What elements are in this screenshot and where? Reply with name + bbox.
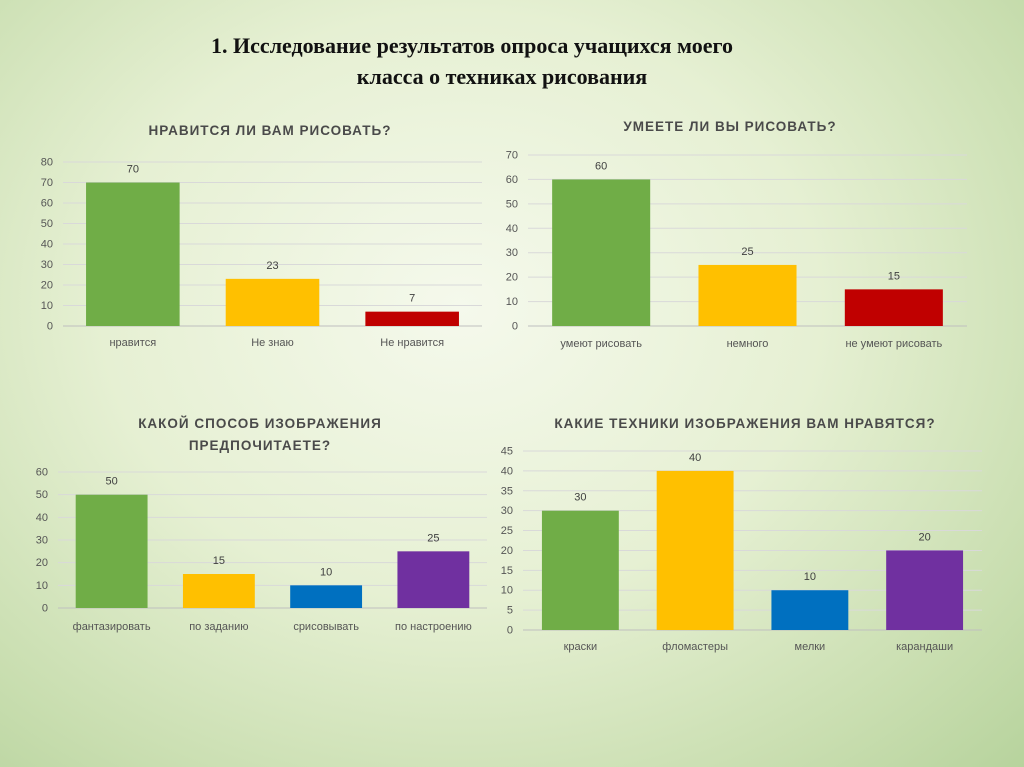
data-label: 25: [427, 532, 439, 544]
y-tick-label: 10: [506, 296, 518, 308]
bar: [397, 551, 470, 608]
category-label: немного: [727, 338, 769, 350]
bar: [552, 179, 651, 326]
category-label: фломастеры: [662, 641, 728, 653]
y-tick-label: 30: [501, 505, 513, 517]
bar: [541, 510, 619, 630]
y-tick-label: 10: [36, 580, 48, 592]
y-tick-label: 40: [36, 512, 48, 524]
y-tick-label: 25: [501, 525, 513, 537]
y-tick-label: 60: [36, 467, 48, 479]
y-tick-label: 50: [36, 489, 48, 501]
bar: [771, 590, 849, 630]
data-label: 50: [106, 476, 118, 488]
bar: [656, 470, 734, 630]
y-tick-label: 70: [41, 177, 53, 189]
y-tick-label: 5: [507, 605, 513, 617]
category-label: по настроению: [395, 621, 472, 633]
y-tick-label: 35: [501, 485, 513, 497]
category-label: не умеют рисовать: [845, 338, 942, 350]
y-tick-label: 60: [41, 198, 53, 210]
chart3-title-line2: ПРЕДПОЧИТАЕТЕ?: [188, 438, 332, 453]
chart3-title-line1: КАКОЙ СПОСОБ ИЗОБРАЖЕНИЯ: [138, 416, 382, 431]
y-tick-label: 50: [506, 198, 518, 210]
bar: [86, 182, 180, 326]
chart2-title: УМЕЕТЕ ЛИ ВЫ РИСОВАТЬ?: [623, 119, 837, 134]
bar: [75, 494, 148, 608]
category-label: карандаши: [896, 641, 953, 653]
y-tick-label: 10: [501, 585, 513, 597]
bar: [844, 289, 943, 326]
y-tick-label: 40: [501, 465, 513, 477]
page-title-line2: класса о техниках рисования: [356, 64, 648, 89]
y-tick-label: 20: [41, 280, 53, 292]
y-tick-label: 20: [501, 545, 513, 557]
bar: [886, 550, 964, 630]
chart-preferred-method: 0 10 20 30 40 50 60 50 фантазировать 15 по заданию…: [36, 467, 487, 633]
category-label: краски: [564, 641, 598, 653]
bar: [365, 311, 459, 326]
data-label: 20: [919, 531, 931, 543]
category-label: срисовывать: [293, 621, 359, 633]
y-tick-label: 30: [41, 259, 53, 271]
y-tick-label: 15: [501, 565, 513, 577]
y-tick-label: 0: [42, 603, 48, 615]
category-label: мелки: [795, 641, 826, 653]
category-label: по заданию: [189, 621, 248, 633]
y-tick-label: 50: [41, 218, 53, 230]
bar: [182, 574, 255, 608]
category-label: Не нравится: [380, 337, 444, 349]
chart-likes-drawing: 0 10 20 30 40 50 60 70 80 70 нравится 23 Не знаю 7 Не …: [41, 157, 482, 349]
chart-can-draw: 0 10 20 30 40 50 60 70 60 умеют рисовать 25 немного…: [506, 150, 967, 350]
data-label: 15: [213, 555, 225, 567]
data-label: 7: [409, 293, 415, 305]
chart4-title: КАКИЕ ТЕХНИКИ ИЗОБРАЖЕНИЯ ВАМ НРАВЯТСЯ?: [554, 416, 936, 431]
chart1-title: НРАВИТСЯ ЛИ ВАМ РИСОВАТЬ?: [148, 123, 392, 138]
y-tick-label: 0: [512, 321, 518, 333]
y-tick-label: 10: [41, 300, 53, 312]
y-tick-label: 40: [41, 239, 53, 251]
y-tick-label: 45: [501, 446, 513, 458]
data-label: 30: [574, 492, 586, 504]
data-label: 15: [888, 270, 900, 282]
y-tick-label: 20: [36, 557, 48, 569]
category-label: фантазировать: [73, 621, 151, 633]
bar: [698, 264, 797, 326]
data-label: 10: [320, 566, 332, 578]
data-label: 25: [741, 246, 753, 258]
category-label: нравится: [109, 337, 156, 349]
y-tick-label: 40: [506, 223, 518, 235]
data-label: 60: [595, 160, 607, 172]
category-label: Не знаю: [251, 337, 294, 349]
page-title-line1: 1. Исследование результатов опроса учащи…: [211, 33, 733, 58]
category-label: умеют рисовать: [560, 338, 642, 350]
y-tick-label: 70: [506, 150, 518, 162]
data-label: 10: [804, 571, 816, 583]
y-tick-label: 0: [507, 625, 513, 637]
bar: [225, 278, 320, 326]
data-label: 70: [127, 164, 139, 176]
y-tick-label: 30: [506, 247, 518, 259]
y-tick-label: 30: [36, 535, 48, 547]
chart-favorite-techniques: 0 5 10 15 20 25 30 35 40 45 30 краски 40 фломастеры 10…: [501, 446, 982, 653]
bar: [290, 585, 363, 608]
data-label: 23: [266, 260, 278, 272]
chart3-title: КАКОЙ СПОСОБ ИЗОБРАЖЕНИЯ ПРЕДПОЧИТАЕТЕ?: [60, 413, 460, 457]
y-tick-label: 20: [506, 272, 518, 284]
y-tick-label: 80: [41, 157, 53, 169]
y-tick-label: 0: [47, 321, 53, 333]
y-tick-label: 60: [506, 174, 518, 186]
data-label: 40: [689, 452, 701, 464]
